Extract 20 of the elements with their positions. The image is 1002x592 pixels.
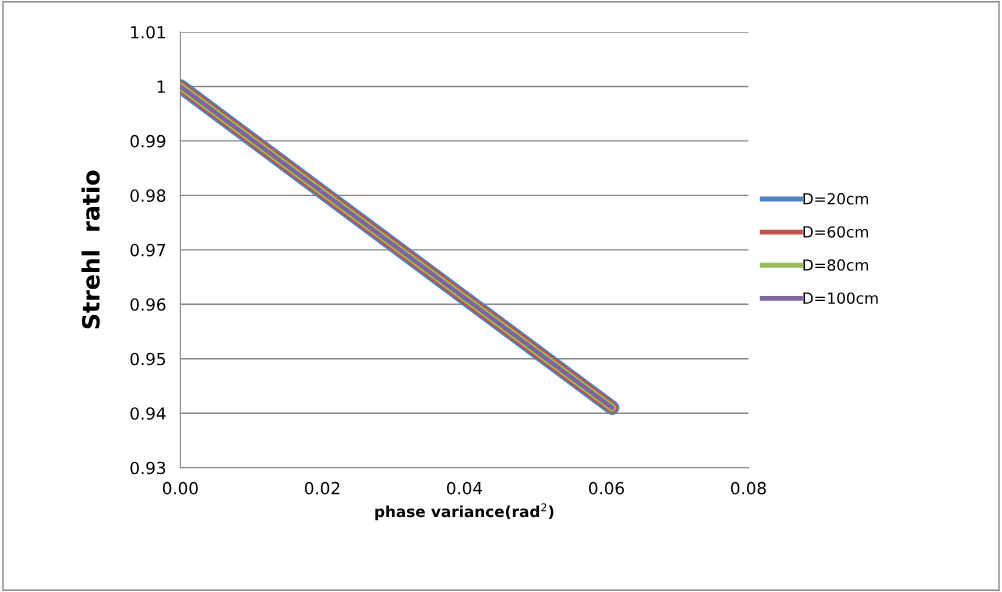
y-tick-label: 0.98	[130, 189, 166, 202]
legend-label: D=80cm	[803, 259, 868, 271]
x-tick-label: 0.02	[304, 481, 340, 495]
y-tick-label: 0.99	[130, 134, 166, 148]
x-tick-label: 0.00	[162, 481, 198, 495]
legend-label: D=100cm	[803, 292, 878, 304]
legend-label: D=60cm	[803, 226, 868, 238]
y-tick-label: 1.01	[131, 25, 165, 39]
legend-label: D=20cm	[803, 193, 868, 205]
y-tick-label: 1	[157, 80, 165, 93]
x-tick-label: 0.06	[589, 481, 624, 495]
y-tick-label: 0.97	[130, 243, 166, 257]
x-tick-label: 0.04	[446, 481, 483, 495]
y-tick-label: 0.95	[130, 352, 166, 366]
x-axis-title: phase variance(rad$^{2}$)	[375, 503, 554, 521]
y-axis-title: Strehl ratio	[81, 170, 100, 329]
y-tick-label: 0.93	[130, 461, 166, 475]
x-tick-label: 0.08	[731, 481, 766, 495]
y-tick-label: 0.94	[130, 407, 166, 420]
y-tick-label: 0.96	[130, 298, 166, 311]
